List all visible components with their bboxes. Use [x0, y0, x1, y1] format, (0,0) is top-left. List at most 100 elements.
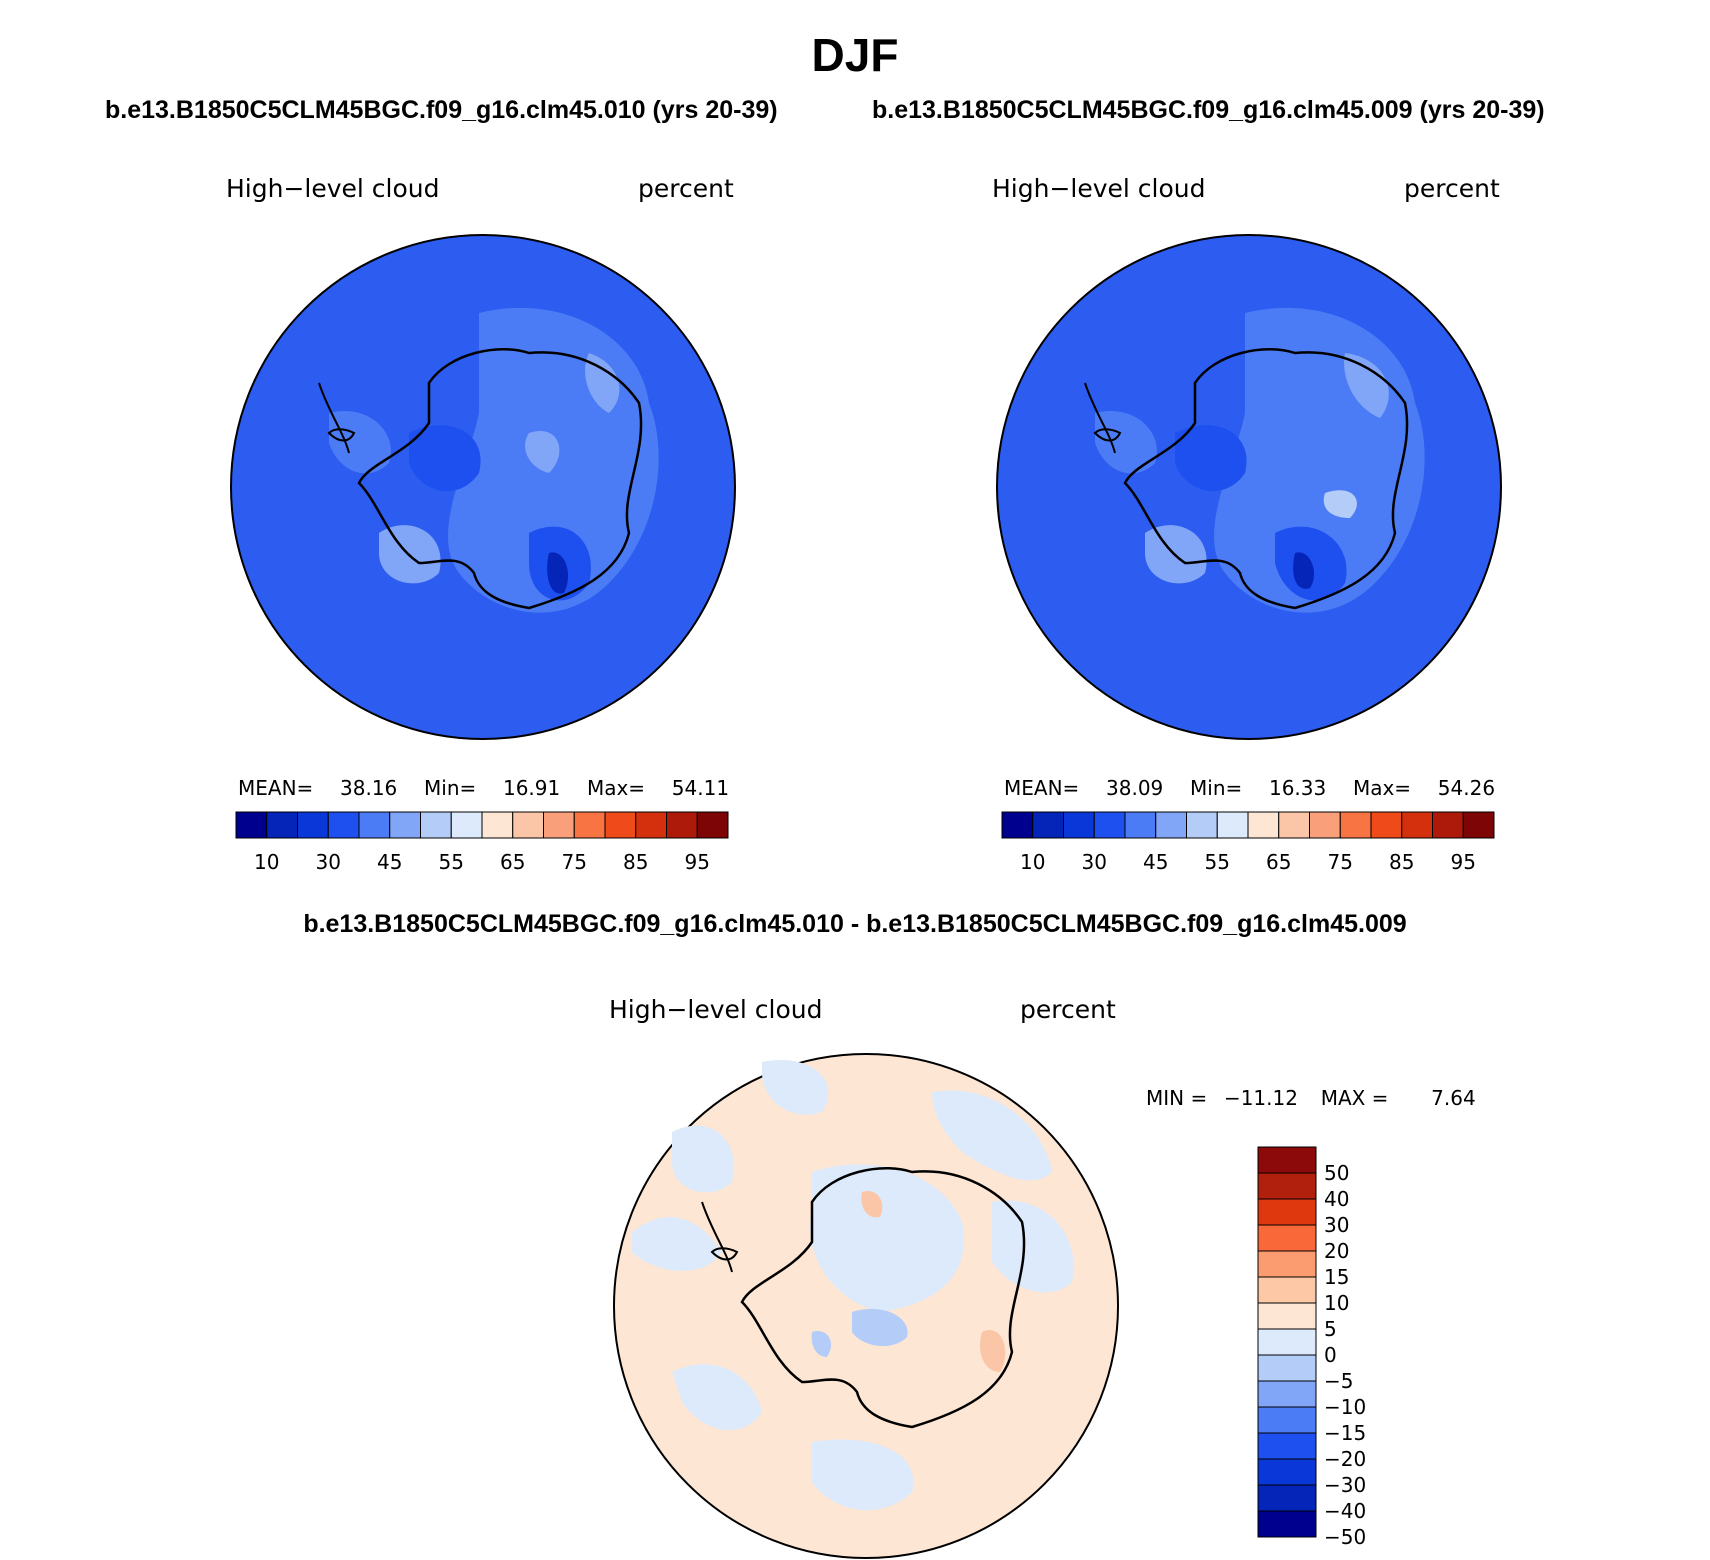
- colorbar-swatch: [1401, 811, 1433, 839]
- left-colorbar: [235, 811, 729, 839]
- diff-colorbar-swatch: [1257, 1146, 1317, 1174]
- right-variable-label: High−level cloud: [992, 174, 1206, 203]
- diff-colorbar-tick-label: −30: [1324, 1473, 1367, 1497]
- diff-colorbar-tick-label: 20: [1324, 1239, 1350, 1263]
- diff-minmax: MIN = −11.12 MAX = 7.64: [1146, 1086, 1476, 1110]
- colorbar-swatch: [297, 811, 329, 839]
- colorbar-swatch: [235, 811, 268, 839]
- colorbar-swatch: [389, 811, 421, 839]
- colorbar-swatch: [358, 811, 391, 839]
- colorbar-tick-label: 95: [684, 850, 710, 874]
- diff-colorbar-swatch: [1257, 1328, 1317, 1356]
- colorbar-tick-label: 65: [500, 850, 526, 874]
- diff-variable-label: High−level cloud: [609, 995, 823, 1024]
- diff-colorbar-tick-label: −20: [1324, 1447, 1367, 1471]
- diff-colorbar-swatch: [1257, 1198, 1317, 1226]
- diff-colorbar-swatch: [1257, 1458, 1317, 1486]
- colorbar-swatch: [1339, 811, 1372, 839]
- left-min-value: 16.91: [502, 776, 561, 800]
- colorbar-swatch: [666, 811, 698, 839]
- right-min-label: Min=: [1190, 776, 1243, 800]
- figure-title: DJF: [811, 29, 899, 81]
- colorbar-swatch: [1032, 811, 1064, 839]
- colorbar-tick-label: 45: [1143, 850, 1169, 874]
- colorbar-swatch: [1001, 811, 1034, 839]
- colorbar-swatch: [1432, 811, 1464, 839]
- left-mean-label: MEAN=: [238, 776, 314, 800]
- colorbar-swatch: [450, 811, 483, 839]
- left-polar-map: [230, 234, 736, 740]
- colorbar-swatch: [573, 811, 606, 839]
- colorbar-tick-label: 55: [1204, 850, 1230, 874]
- left-variable-label: High−level cloud: [226, 174, 440, 203]
- diff-title: b.e13.B1850C5CLM45BGC.f09_g16.clm45.010 …: [303, 910, 1407, 938]
- diff-colorbar-swatch: [1257, 1510, 1317, 1538]
- left-units-label: percent: [638, 174, 734, 203]
- right-polar-map: [996, 234, 1502, 740]
- colorbar-swatch: [1309, 811, 1341, 839]
- diff-colorbar-tick-label: −15: [1324, 1421, 1367, 1445]
- colorbar-tick-label: 85: [1389, 850, 1415, 874]
- right-units-label: percent: [1404, 174, 1500, 203]
- colorbar-swatch: [1216, 811, 1249, 839]
- colorbar-tick-label: 75: [561, 850, 587, 874]
- colorbar-tick-label: 95: [1450, 850, 1476, 874]
- colorbar-tick-label: 10: [254, 850, 280, 874]
- left-min-label: Min=: [424, 776, 477, 800]
- colorbar-swatch: [327, 811, 360, 839]
- colorbar-swatch: [512, 811, 544, 839]
- diff-max-label: MAX =: [1320, 1086, 1389, 1110]
- colorbar-swatch: [266, 811, 298, 839]
- left-max-label: Max=: [586, 776, 646, 800]
- diff-colorbar-swatch: [1257, 1172, 1317, 1200]
- diff-colorbar-tick-label: 10: [1324, 1291, 1350, 1315]
- diff-colorbar-swatch: [1257, 1432, 1317, 1460]
- colorbar-swatch: [604, 811, 637, 839]
- diff-colorbar-swatch: [1257, 1250, 1317, 1278]
- right-mean-value: 38.09: [1106, 776, 1164, 800]
- diff-map-contours: [632, 1060, 1074, 1511]
- colorbar-tick-label: 10: [1020, 850, 1046, 874]
- diff-colorbar-tick-label: −5: [1324, 1369, 1354, 1393]
- left-case-title: b.e13.B1850C5CLM45BGC.f09_g16.clm45.010 …: [105, 96, 778, 124]
- colorbar-tick-label: 85: [623, 850, 649, 874]
- diff-colorbar-swatch: [1257, 1484, 1317, 1512]
- colorbar-tick-label: 30: [315, 850, 341, 874]
- colorbar-swatch: [1124, 811, 1157, 839]
- diff-colorbar-swatch: [1257, 1380, 1317, 1408]
- diff-colorbar-swatch: [1257, 1354, 1317, 1382]
- colorbar-swatch: [1462, 811, 1495, 839]
- diff-colorbar-tick-label: 40: [1324, 1187, 1350, 1211]
- diff-colorbar-tick-label: −40: [1324, 1499, 1367, 1523]
- diff-colorbar-swatch: [1257, 1406, 1317, 1434]
- left-mean-value: 38.16: [340, 776, 398, 800]
- diff-colorbar-tick-label: 5: [1324, 1317, 1337, 1341]
- colorbar-swatch: [543, 811, 575, 839]
- diff-polar-map: [613, 1053, 1119, 1559]
- colorbar-swatch: [1247, 811, 1280, 839]
- right-max-value: 54.26: [1437, 776, 1496, 800]
- colorbar-tick-label: 75: [1327, 850, 1353, 874]
- diff-min-value: −11.12: [1223, 1086, 1298, 1110]
- left-stats: MEAN= 38.16 Min= 16.91 Max= 54.11: [238, 776, 729, 800]
- diff-colorbar-tick-label: 15: [1324, 1265, 1350, 1289]
- colorbar-swatch: [1155, 811, 1187, 839]
- diff-colorbar-tick-label: −50: [1324, 1525, 1367, 1549]
- diff-colorbar-tick-label: 0: [1324, 1343, 1337, 1367]
- colorbar-swatch: [696, 811, 729, 839]
- left-map-contours: [318, 307, 659, 613]
- colorbar-tick-label: 55: [438, 850, 464, 874]
- diff-colorbar-swatch: [1257, 1276, 1317, 1304]
- right-map-contours: [1084, 307, 1425, 613]
- diff-colorbar-tick-label: −10: [1324, 1395, 1367, 1419]
- diff-units-label: percent: [1020, 995, 1116, 1024]
- diff-colorbar: [1257, 1146, 1317, 1538]
- diff-colorbar-swatch: [1257, 1224, 1317, 1252]
- right-mean-label: MEAN=: [1004, 776, 1080, 800]
- colorbar-tick-label: 45: [377, 850, 403, 874]
- colorbar-tick-label: 30: [1081, 850, 1107, 874]
- colorbar-swatch: [1093, 811, 1126, 839]
- right-max-label: Max=: [1352, 776, 1412, 800]
- diff-colorbar-tick-label: 50: [1324, 1161, 1350, 1185]
- diff-min-label: MIN =: [1146, 1086, 1208, 1110]
